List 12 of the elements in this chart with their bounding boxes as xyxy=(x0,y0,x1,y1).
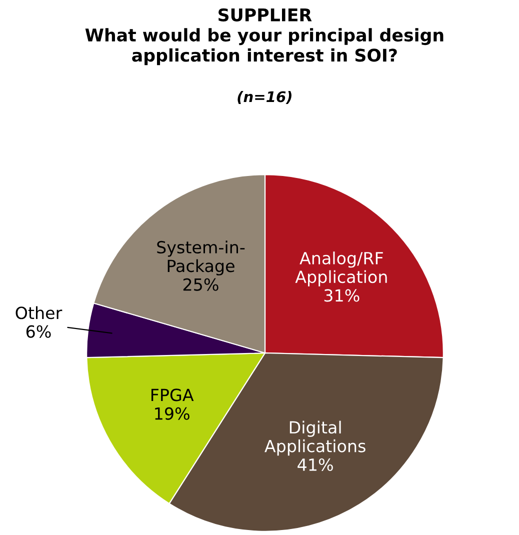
data-label: 31% xyxy=(324,289,360,302)
data-label: 6% xyxy=(26,325,51,338)
data-label: 25% xyxy=(183,278,218,291)
data-label: 19% xyxy=(155,407,190,420)
slice-label: Other xyxy=(16,306,62,320)
slice-label: Analog/RF Application xyxy=(295,252,387,286)
data-label: 41% xyxy=(298,458,333,471)
slice-label: Digital Applications xyxy=(264,420,366,456)
slice-label: System-in- Package xyxy=(157,240,245,276)
chart-title: SUPPLIER What would be your principal design application interest in SOI? xyxy=(85,8,444,66)
chart-subtitle: (n=16) xyxy=(238,90,292,104)
slice-label: FPGA xyxy=(151,388,194,402)
